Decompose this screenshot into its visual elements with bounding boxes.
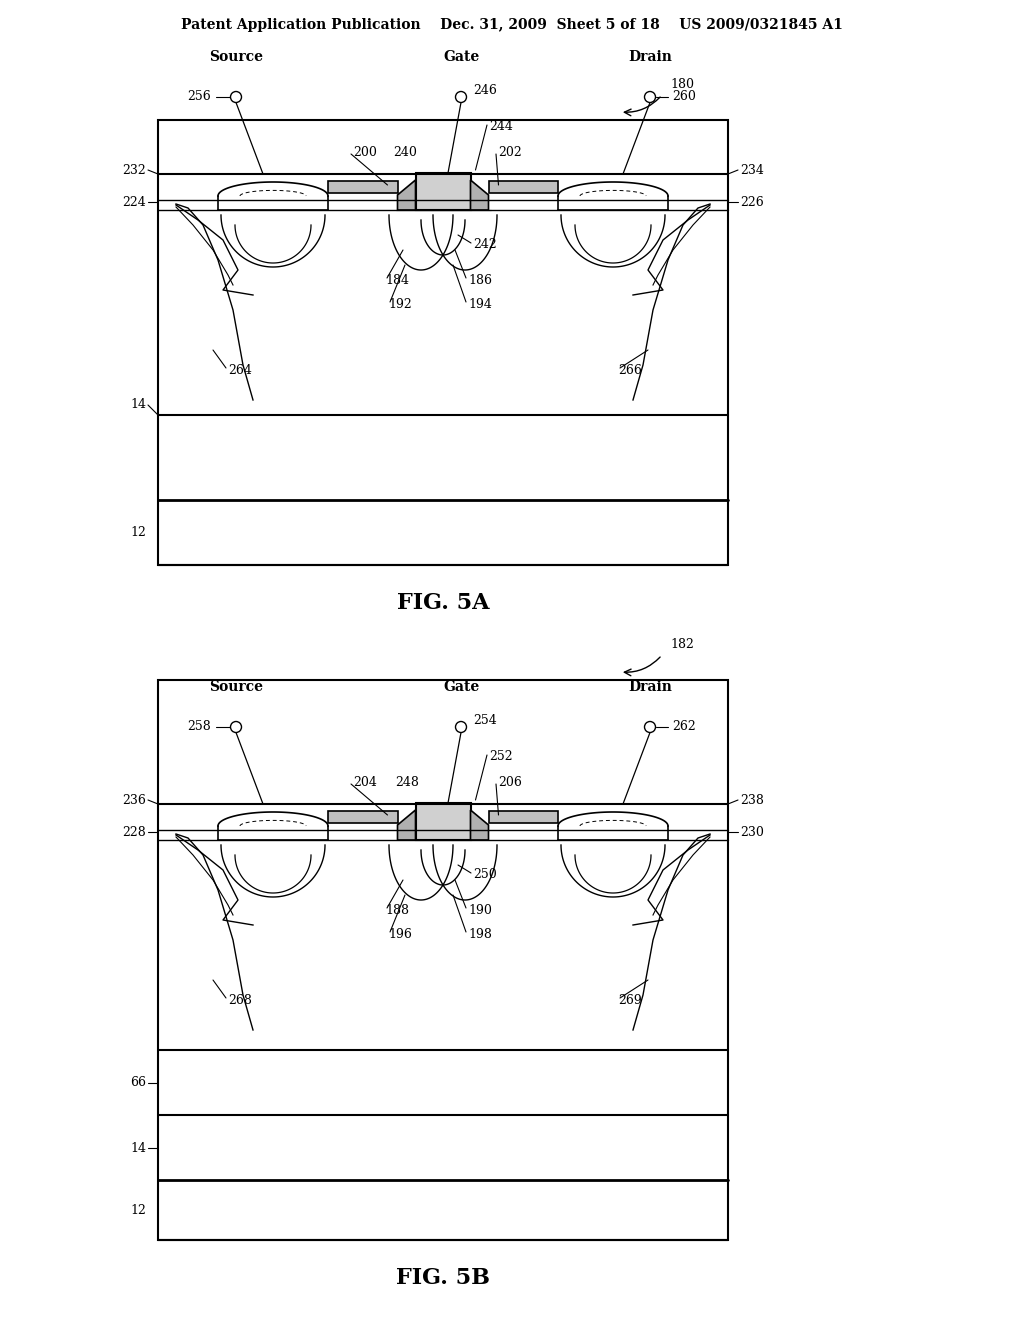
Text: 246: 246 — [473, 84, 497, 98]
Text: 180: 180 — [670, 78, 694, 91]
Text: Patent Application Publication    Dec. 31, 2009  Sheet 5 of 18    US 2009/032184: Patent Application Publication Dec. 31, … — [181, 18, 843, 32]
Text: 262: 262 — [672, 721, 695, 734]
Text: 184: 184 — [385, 273, 409, 286]
Text: FIG. 5A: FIG. 5A — [396, 591, 489, 614]
Text: 254: 254 — [473, 714, 497, 727]
Text: Gate: Gate — [442, 50, 479, 63]
Text: 182: 182 — [670, 639, 694, 652]
Text: 234: 234 — [740, 164, 764, 177]
Text: FIG. 5B: FIG. 5B — [396, 1267, 490, 1290]
Text: Source: Source — [209, 50, 263, 63]
Circle shape — [456, 91, 467, 103]
Text: 228: 228 — [122, 825, 146, 838]
Text: Source: Source — [209, 680, 263, 694]
Text: Drain: Drain — [628, 50, 672, 63]
FancyArrowPatch shape — [625, 657, 660, 676]
Text: 252: 252 — [489, 751, 513, 763]
Text: 264: 264 — [228, 363, 252, 376]
Text: 200: 200 — [353, 145, 377, 158]
Text: 258: 258 — [187, 721, 211, 734]
Text: 248: 248 — [395, 776, 419, 788]
Text: 12: 12 — [130, 525, 146, 539]
Polygon shape — [397, 180, 416, 210]
Text: 250: 250 — [473, 869, 497, 882]
Circle shape — [230, 722, 242, 733]
Text: 269: 269 — [618, 994, 642, 1006]
Text: 202: 202 — [498, 145, 522, 158]
Text: 240: 240 — [393, 145, 417, 158]
Text: 12: 12 — [130, 1204, 146, 1217]
Text: 192: 192 — [388, 298, 412, 312]
Text: 204: 204 — [353, 776, 377, 788]
Text: 268: 268 — [228, 994, 252, 1006]
Polygon shape — [470, 180, 488, 210]
Text: 230: 230 — [740, 825, 764, 838]
Bar — [158, 680, 728, 1239]
Text: 232: 232 — [122, 164, 146, 177]
Text: 242: 242 — [473, 239, 497, 252]
Bar — [488, 181, 558, 193]
Text: Gate: Gate — [442, 680, 479, 694]
Circle shape — [644, 91, 655, 103]
Text: 226: 226 — [740, 195, 764, 209]
Text: 224: 224 — [122, 195, 146, 209]
Text: 66: 66 — [130, 1077, 146, 1089]
Circle shape — [644, 722, 655, 733]
Bar — [328, 181, 397, 193]
Text: 236: 236 — [122, 793, 146, 807]
Text: 188: 188 — [385, 903, 409, 916]
Text: 244: 244 — [489, 120, 513, 133]
Polygon shape — [397, 810, 416, 840]
Circle shape — [230, 91, 242, 103]
Text: 198: 198 — [468, 928, 492, 941]
FancyArrowPatch shape — [625, 98, 660, 116]
Text: 238: 238 — [740, 793, 764, 807]
Text: 206: 206 — [498, 776, 522, 788]
Bar — [328, 810, 397, 822]
Text: 14: 14 — [130, 1142, 146, 1155]
Polygon shape — [470, 810, 488, 840]
Text: Drain: Drain — [628, 680, 672, 694]
Text: 266: 266 — [618, 363, 642, 376]
Text: 196: 196 — [388, 928, 412, 941]
Text: 190: 190 — [468, 903, 492, 916]
Bar — [158, 120, 728, 565]
Text: 260: 260 — [672, 91, 696, 103]
Bar — [488, 810, 558, 822]
Text: 194: 194 — [468, 298, 492, 312]
Bar — [416, 173, 470, 210]
Text: 186: 186 — [468, 273, 492, 286]
Bar — [416, 803, 470, 840]
Circle shape — [456, 722, 467, 733]
Text: 256: 256 — [187, 91, 211, 103]
Text: 14: 14 — [130, 399, 146, 412]
